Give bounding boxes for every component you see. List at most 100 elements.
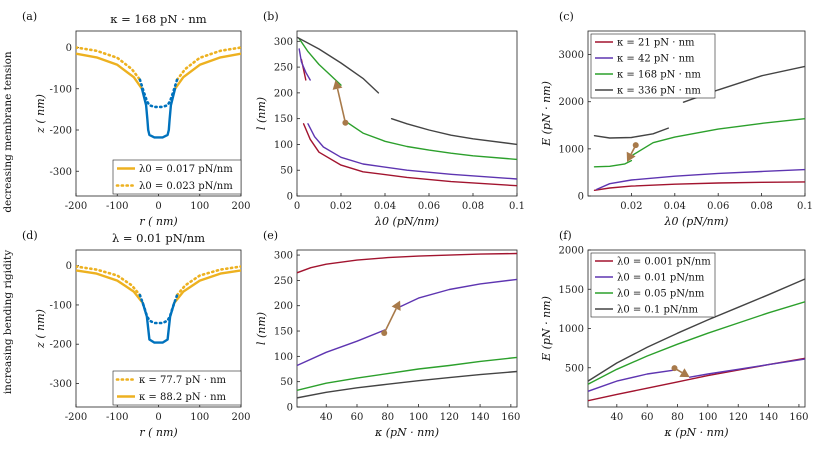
x-tick-label: 0.06 [418,201,440,212]
panel-d: (d) λ = 0.01 pN/nm -200 -100 0 100 200 0 -100 -20… [22,229,251,439]
x-axis-label: r ( nm) [139,215,177,228]
legend-box [112,370,242,406]
panel-label: (e) [263,229,278,242]
y-tick-label: 0 [66,261,72,272]
x-tick-label: 0.08 [462,201,484,212]
series-line-gray [588,278,805,382]
panel-b: (b) 0 0.02 0.04 0.06 0.08 0.1 0 50 100 150 200 250 30… [255,10,525,228]
y-tick-label: 50 [280,166,293,177]
marker-dot [632,142,639,149]
series-line-blue [138,293,179,325]
x-tick-label: 0 [155,412,161,423]
y-axis-label: E (pN · nm) [540,81,553,147]
arrow-head [332,79,343,90]
series-line-purple [307,123,517,180]
panel-a: (a) κ = 168 pN · nm -200 -100 0 100 200 0 -100 -2… [22,10,251,228]
y-tick-label: 0 [578,192,584,203]
series-line-gray [593,127,669,139]
axes-frame [296,30,518,197]
y-tick-label: 200 [274,301,293,312]
panel-f: (f) 40 60 80 100 120 140 160 500 1000 1500 2000 κ (p… [540,229,808,439]
legend-label: κ = 42 pN · nm [617,54,695,65]
legend-label: λ0 = 0.023 pN/nm [139,181,233,192]
y-axis-label: l (nm) [255,97,268,130]
x-tick-label: 160 [789,412,808,423]
x-tick-label: 0.04 [664,201,686,212]
y-tick-label: 100 [274,140,293,151]
y-tick-label: -100 [50,84,72,95]
series-line-blue [140,87,177,139]
axes-frame [296,249,518,408]
x-tick-label: 80 [381,412,394,423]
y-tick-label: 1500 [559,285,584,296]
series-line-blue [138,78,179,109]
x-tick-label: 0.1 [797,201,813,212]
legend-box [112,159,242,195]
y-tick-label: 100 [274,352,293,363]
series-line-gold [76,265,142,297]
series-group [588,278,805,402]
legend-label: κ = 88.2 pN · nm [139,392,227,403]
legend-label: κ = 336 pN · nm [617,86,701,97]
panel-label: (a) [22,10,37,23]
series-line-red [302,123,517,187]
x-tick-label: 0.04 [374,201,396,212]
series-line-red [593,181,805,192]
marker-dot [381,330,388,337]
legend-label: λ0 = 0.001 pN/nm [617,257,711,268]
series-group [76,265,241,344]
panel-label: (f) [559,229,572,242]
y-tick-label: 300 [274,37,293,48]
x-tick-label: 60 [641,412,654,423]
series-line-green [298,38,342,86]
x-tick-label: 100 [190,201,209,212]
marker-dot [671,365,678,372]
legend: κ = 77.7 pN · nm κ = 88.2 pN · nm [112,370,242,406]
y-tick-label: 3000 [559,50,584,61]
y-axis-label: l (nm) [255,312,268,345]
arrow-head [679,368,690,378]
x-tick-label: 0.1 [509,201,525,212]
series-line-gray [390,117,517,146]
legend-label: κ = 168 pN · nm [617,70,701,81]
series-line-green [588,301,805,385]
y-tick-label: 150 [274,114,293,125]
y-tick-label: -200 [50,340,72,351]
y-tick-label: 300 [274,251,293,262]
x-tick-label: 100 [698,412,717,423]
panel-label: (c) [559,10,574,23]
x-tick-label: 40 [320,412,333,423]
x-tick-label: 80 [671,412,684,423]
panel-c: (c) 0.02 0.04 0.06 0.08 0.1 0 1000 2000 3000 λ0 (p… [540,10,813,228]
x-tick-label: 100 [190,412,209,423]
x-axis-label: λ0 (pN/nm) [374,215,439,228]
arrow-shaft [336,88,347,123]
series-line-green [344,120,517,161]
series-line-gold [173,52,241,91]
x-tick-label: 120 [440,412,459,423]
y-tick-label: 2000 [559,246,584,257]
series-group [76,46,241,139]
y-tick-label: 1000 [559,324,584,335]
y-tick-label: 0 [287,192,293,203]
x-tick-label: 0 [294,201,300,212]
x-tick-label: 0.06 [707,201,729,212]
x-tick-label: 60 [351,412,364,423]
y-tick-label: 2000 [559,97,584,108]
y-tick-label: 250 [274,276,293,287]
series-line-gold [76,269,145,305]
x-tick-label: 140 [759,412,778,423]
x-tick-label: 140 [471,412,490,423]
marker-dot [342,119,349,126]
panel-title: λ = 0.01 pN/nm [112,231,205,245]
x-tick-label: 0 [155,201,161,212]
y-tick-label: 0 [287,403,293,414]
y-tick-label: 200 [274,88,293,99]
series-line-purple [689,358,805,378]
x-axis-label: κ (pN · nm) [374,426,439,439]
x-tick-label: -100 [106,412,128,423]
x-tick-label: 200 [231,201,250,212]
y-tick-label: 500 [565,363,584,374]
x-tick-label: -200 [65,412,87,423]
series-line-gold [172,269,241,305]
